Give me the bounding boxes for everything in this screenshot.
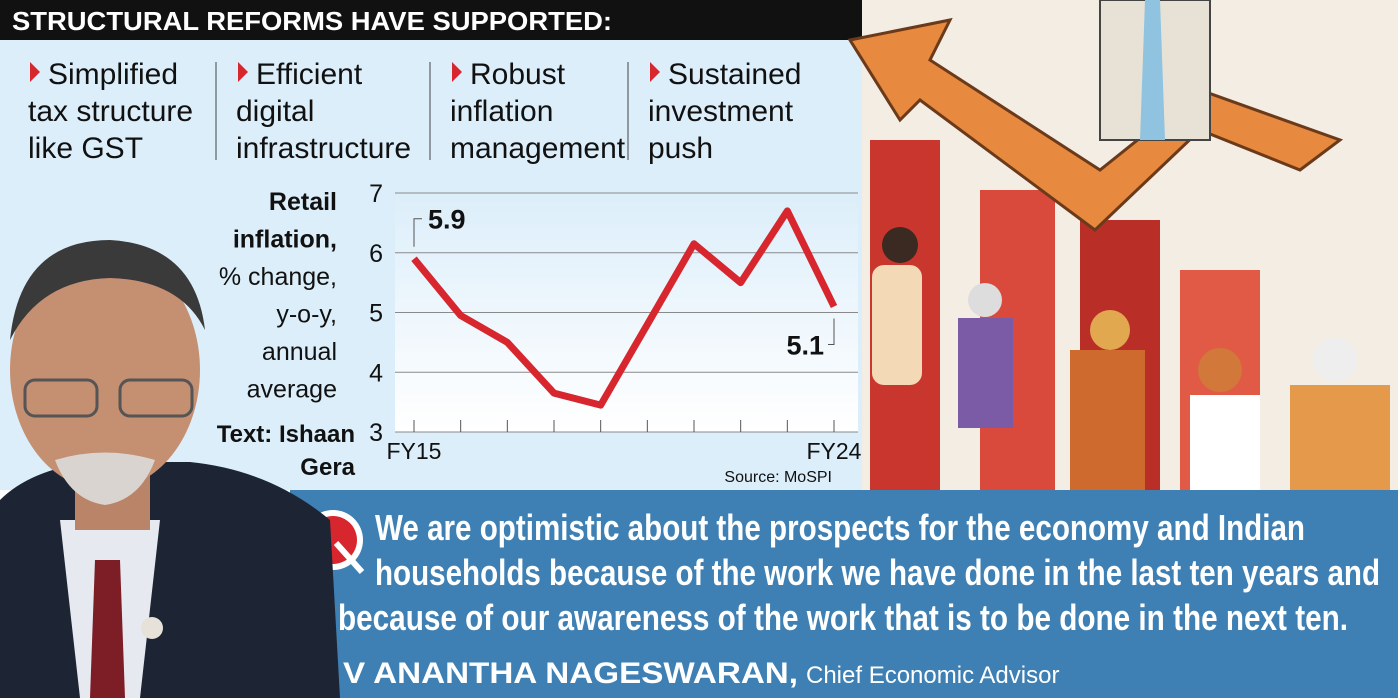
header-bar xyxy=(0,0,862,40)
y-tick-label: 5 xyxy=(369,300,383,328)
illustration xyxy=(847,0,1398,490)
speaker-name: V ANANTHA NAGESWARAN, xyxy=(343,657,798,690)
y-tick-label: 7 xyxy=(369,180,383,208)
value-label: 5.1 xyxy=(786,331,824,361)
y-axis-label: inflation, xyxy=(233,226,337,254)
reform-text: push xyxy=(648,132,713,165)
credit: Gera xyxy=(300,454,355,481)
label-leader xyxy=(828,318,835,346)
header-title: STRUCTURAL REFORMS HAVE SUPPORTED: xyxy=(12,6,612,36)
y-axis-label: annual xyxy=(262,338,337,366)
value-label: 5.9 xyxy=(428,205,466,235)
y-axis-label: y-o-y, xyxy=(276,301,337,329)
y-axis-label: % change, xyxy=(219,263,337,291)
reform-text: investment xyxy=(648,95,794,128)
data-line xyxy=(411,207,838,409)
reform-text: Sustained xyxy=(668,58,801,91)
quote-line: households because of the work we have d… xyxy=(375,552,1380,593)
y-tick-label: 4 xyxy=(369,359,383,387)
credit: Text: Ishaan xyxy=(217,421,355,448)
x-tick-label: FY15 xyxy=(387,438,442,464)
reform-text: Simplified xyxy=(48,58,178,91)
reform-text: Efficient xyxy=(256,58,363,91)
portrait xyxy=(0,240,340,698)
bullet-arrow xyxy=(452,62,462,82)
x-tick-label: FY24 xyxy=(807,438,862,464)
reform-text: management xyxy=(450,132,626,165)
y-axis-label: average xyxy=(247,376,337,404)
quote-band xyxy=(290,490,1398,698)
reform-text: like GST xyxy=(28,132,143,165)
quote-line: because of our awareness of the work tha… xyxy=(338,597,1348,638)
reform-text: infrastructure xyxy=(236,132,411,165)
label-leader xyxy=(413,218,422,247)
source: Source: MoSPI xyxy=(724,469,832,486)
reform-text: inflation xyxy=(450,95,553,128)
reform-text: Robust xyxy=(470,58,566,91)
bullet-arrow xyxy=(650,62,660,82)
bullet-arrow xyxy=(238,62,248,82)
reform-text: tax structure xyxy=(28,95,193,128)
y-tick-label: 6 xyxy=(369,240,383,268)
reform-text: digital xyxy=(236,95,314,128)
y-axis-label: Retail xyxy=(269,188,337,216)
quote-line: We are optimistic about the prospects fo… xyxy=(375,507,1305,548)
speaker-role: Chief Economic Advisor xyxy=(806,662,1059,689)
y-tick-label: 3 xyxy=(369,419,383,447)
bullet-arrow xyxy=(30,62,40,82)
